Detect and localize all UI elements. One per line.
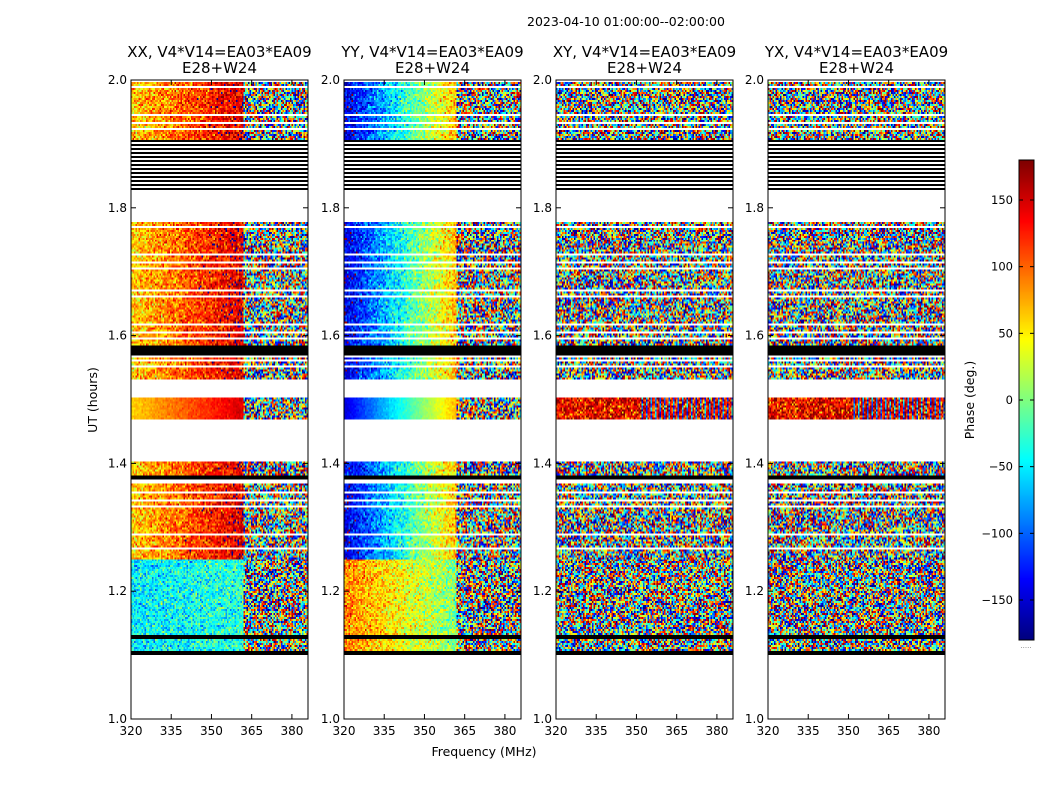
x-tick-label: 365 (240, 724, 263, 738)
x-tick-label: 380 (917, 724, 940, 738)
y-tick-label: 2.0 (108, 73, 127, 87)
colorbar-tick-label: −150 (981, 593, 1013, 607)
y-tick-label: 1.6 (533, 329, 552, 343)
colorbar-tick-label: −50 (989, 460, 1013, 474)
x-tick-label: 320 (757, 724, 780, 738)
y-tick-label: 1.6 (745, 329, 764, 343)
x-axis-label: Frequency (MHz) (431, 744, 536, 759)
x-tick-label: 335 (373, 724, 396, 738)
colorbar-tick-label: 100 (991, 260, 1013, 274)
y-tick-label: 1.4 (108, 456, 127, 470)
y-tick-label: 1.0 (108, 712, 127, 726)
x-tick-label: 365 (453, 724, 476, 738)
x-tick-label: 335 (585, 724, 608, 738)
panel-subtitle-xy: E28+W24 (607, 59, 682, 77)
x-tick-label: 350 (837, 724, 860, 738)
colorbar-underflow-marker: ..... (1020, 642, 1031, 650)
suptitle: 2023-04-10 01:00:00--02:00:00 (527, 14, 725, 29)
y-tick-label: 1.8 (533, 201, 552, 215)
x-tick-label: 350 (625, 724, 648, 738)
x-tick-label: 380 (493, 724, 516, 738)
y-tick-label: 1.8 (321, 201, 340, 215)
y-tick-label: 1.4 (533, 456, 552, 470)
panel-title-xy: XY, V4*V14=EA03*EA09 (553, 43, 736, 61)
panel-frame-yy (343, 79, 522, 720)
x-tick-label: 350 (413, 724, 436, 738)
x-tick-label: 320 (120, 724, 143, 738)
y-tick-label: 1.2 (533, 584, 552, 598)
y-tick-label: 2.0 (745, 73, 764, 87)
panel-subtitle-yy: E28+W24 (395, 59, 470, 77)
x-tick-label: 320 (333, 724, 356, 738)
y-tick-label: 1.0 (745, 712, 764, 726)
y-tick-label: 1.6 (108, 329, 127, 343)
x-tick-label: 365 (665, 724, 688, 738)
x-tick-label: 335 (160, 724, 183, 738)
y-tick-label: 1.2 (108, 584, 127, 598)
colorbar-tick-label: −100 (981, 526, 1013, 540)
colorbar-tick-label: 50 (998, 326, 1013, 340)
y-axis-label: UT (hours) (85, 367, 100, 433)
colorbar-gradient (1019, 160, 1034, 640)
panel-frame-xy (555, 79, 734, 720)
y-tick-label: 1.8 (745, 201, 764, 215)
x-tick-label: 320 (545, 724, 568, 738)
phase-heatmap-image-xx (131, 80, 308, 719)
y-tick-label: 1.4 (321, 456, 340, 470)
x-tick-label: 335 (797, 724, 820, 738)
colorbar-tick-label: 0 (1006, 393, 1013, 407)
panel-title-yx: YX, V4*V14=EA03*EA09 (764, 43, 948, 61)
x-tick-label: 380 (280, 724, 303, 738)
y-tick-label: 2.0 (321, 73, 340, 87)
panel-subtitle-yx: E28+W24 (819, 59, 894, 77)
y-tick-label: 1.8 (108, 201, 127, 215)
y-tick-label: 1.0 (533, 712, 552, 726)
panel-title-xx: XX, V4*V14=EA03*EA09 (127, 43, 311, 61)
y-tick-label: 2.0 (533, 73, 552, 87)
panel-frame-xx (130, 79, 309, 720)
x-tick-label: 365 (877, 724, 900, 738)
y-tick-label: 1.6 (321, 329, 340, 343)
x-tick-label: 380 (705, 724, 728, 738)
colorbar: 150 100 50 0 −50 −100 −150 (981, 159, 1035, 641)
y-tick-label: 1.2 (745, 584, 764, 598)
y-tick-label: 1.2 (321, 584, 340, 598)
colorbar-label: Phase (deg.) (962, 361, 977, 440)
colorbar-tick-label: 150 (991, 193, 1013, 207)
phase-heatmap-image-yy (344, 80, 521, 719)
panel-frame-yx (767, 79, 946, 720)
panel-subtitle-xx: E28+W24 (182, 59, 257, 77)
y-tick-label: 1.4 (745, 456, 764, 470)
phase-heatmap-image-yx (768, 80, 945, 719)
x-tick-label: 350 (200, 724, 223, 738)
panel-title-yy: YY, V4*V14=EA03*EA09 (340, 43, 523, 61)
y-tick-label: 1.0 (321, 712, 340, 726)
phase-heatmap-image-xy (556, 80, 733, 719)
